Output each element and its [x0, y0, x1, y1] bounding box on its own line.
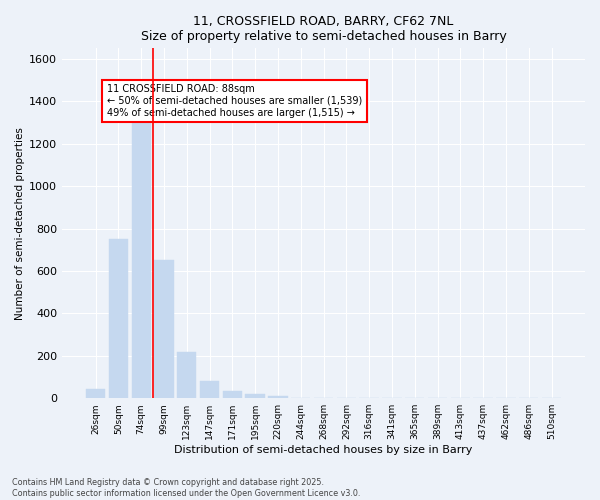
Bar: [245, 394, 265, 398]
Bar: [268, 396, 287, 398]
Text: 11 CROSSFIELD ROAD: 88sqm
← 50% of semi-detached houses are smaller (1,539)
49% : 11 CROSSFIELD ROAD: 88sqm ← 50% of semi-…: [107, 84, 362, 117]
Bar: [154, 260, 173, 398]
Bar: [131, 122, 151, 398]
Bar: [223, 391, 242, 398]
X-axis label: Distribution of semi-detached houses by size in Barry: Distribution of semi-detached houses by …: [175, 445, 473, 455]
Y-axis label: Number of semi-detached properties: Number of semi-detached properties: [15, 127, 25, 320]
Bar: [177, 352, 196, 398]
Bar: [86, 390, 105, 398]
Bar: [109, 239, 128, 398]
Text: Contains HM Land Registry data © Crown copyright and database right 2025.
Contai: Contains HM Land Registry data © Crown c…: [12, 478, 361, 498]
Bar: [200, 381, 219, 398]
Title: 11, CROSSFIELD ROAD, BARRY, CF62 7NL
Size of property relative to semi-detached : 11, CROSSFIELD ROAD, BARRY, CF62 7NL Siz…: [141, 15, 506, 43]
